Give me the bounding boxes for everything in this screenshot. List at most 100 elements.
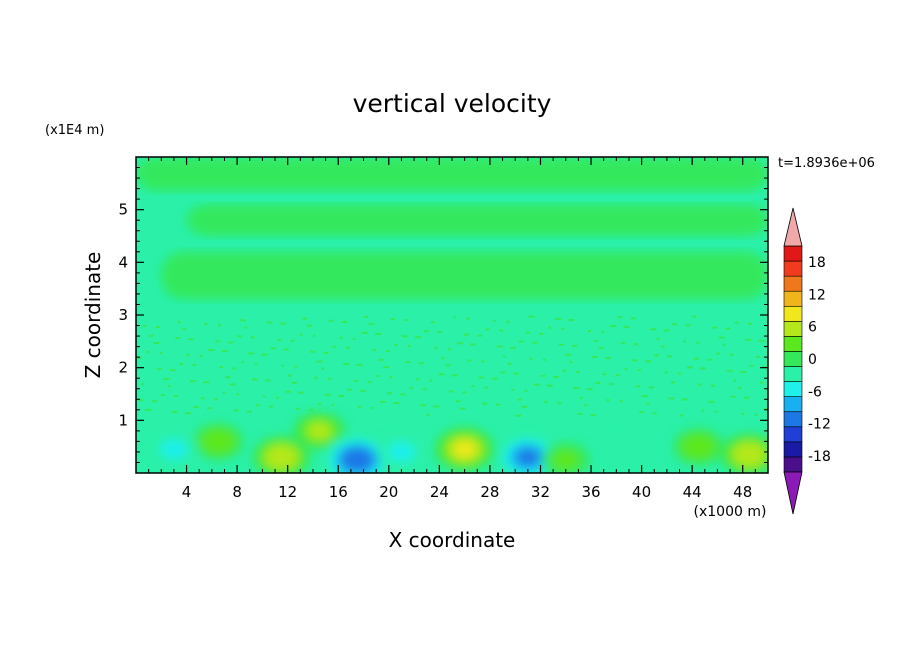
noise-dot [137,357,142,360]
noise-dot [250,336,255,339]
noise-dot [647,344,652,347]
noise-dot [738,328,744,331]
noise-dot [716,352,721,355]
noise-dot [471,385,475,388]
noise-dot [188,338,194,341]
noise-dot [726,369,733,372]
noise-dot [217,324,221,327]
noise-dot [680,356,686,359]
x-tick-label: 20 [379,483,398,501]
noise-dot [606,399,610,402]
noise-dot [224,334,229,337]
noise-dot [698,325,704,328]
noise-dot [170,369,176,372]
noise-dot [503,355,507,358]
noise-dot [632,401,636,404]
noise-dot [163,377,170,380]
field-cell-14-ring-1 [387,441,416,463]
noise-dot [219,366,224,369]
field-cell-15-ring-1 [615,439,643,459]
noise-dot [252,378,258,381]
noise-dot [695,399,702,402]
noise-dot [237,335,242,338]
noise-dot [179,362,184,365]
noise-dot [183,370,189,373]
noise-dot [529,357,533,360]
noise-dot [222,392,226,395]
x-tick-label: 4 [182,483,192,501]
field-cell-12-ring-3 [738,446,760,463]
noise-dot [598,347,604,350]
noise-dot [708,400,715,403]
noise-dot [601,331,605,334]
noise-dot [728,411,732,414]
noise-dot [176,379,183,382]
noise-dot [679,414,684,417]
noise-dot [246,410,252,413]
x-axis-label: X coordinate [389,528,516,552]
noise-dot [482,402,488,405]
noise-dot [182,328,187,331]
noise-dot [634,343,639,346]
noise-dot [294,365,298,368]
noise-dot [753,371,760,374]
noise-dot [361,331,368,334]
noise-dot [266,321,273,324]
noise-dot [208,349,215,352]
noise-dot [201,339,207,342]
noise-dot [470,343,477,346]
noise-dot [148,334,154,337]
noise-dot [622,384,628,387]
x-axis: 4 8 12 16 20 24 28 32 36 40 44 48 [148,157,756,501]
noise-dot [693,357,699,360]
noise-dot [310,350,316,353]
noise-dot [572,344,578,347]
noise-dot [421,346,425,349]
noise-dot [626,410,631,413]
field-cell-10-ring-1 [551,449,580,471]
noise-dot [440,357,445,360]
noise-dot [485,328,490,331]
noise-dot [323,351,329,354]
noise-dot [560,385,567,388]
noise-dot [586,388,593,391]
noise-dot [437,331,443,334]
noise-dot [326,335,330,338]
y-tick-label: 3 [118,306,128,324]
noise-dot [506,320,510,323]
noise-dot [743,396,749,399]
noise-dot [239,319,246,322]
noise-dot [362,373,366,376]
noise-dot [249,394,253,397]
noise-dot [655,396,662,399]
noise-dot [456,342,463,345]
noise-dot [142,324,147,327]
noise-dot [410,329,416,332]
noise-dot [156,368,162,371]
noise-dot [718,336,725,339]
noise-dot [620,342,625,345]
noise-dot [225,376,231,379]
noise-dot [755,355,760,358]
noise-dot [561,327,565,330]
noise-dot [402,377,406,380]
y-axis: 1 2 3 4 5 [118,167,768,463]
colorbar-swatch [783,245,803,262]
noise-dot [530,399,535,402]
noise-dot [472,327,477,330]
noise-dot [205,365,210,368]
noise-dot [373,391,379,394]
field-cell-6-ring-2 [207,433,230,450]
noise-dot [579,396,583,399]
noise-dot [717,394,723,397]
noise-dot [558,343,564,346]
noise-dot [480,360,485,363]
y-tick-label: 5 [118,201,128,219]
noise-dot [496,345,503,348]
noise-dot [317,402,321,405]
noise-dot [328,319,334,322]
noise-dot [688,408,692,411]
x-unit-label: (x1000 m) [694,504,767,520]
noise-dot [291,381,297,384]
colorbar-tick-label: -6 [808,384,822,400]
